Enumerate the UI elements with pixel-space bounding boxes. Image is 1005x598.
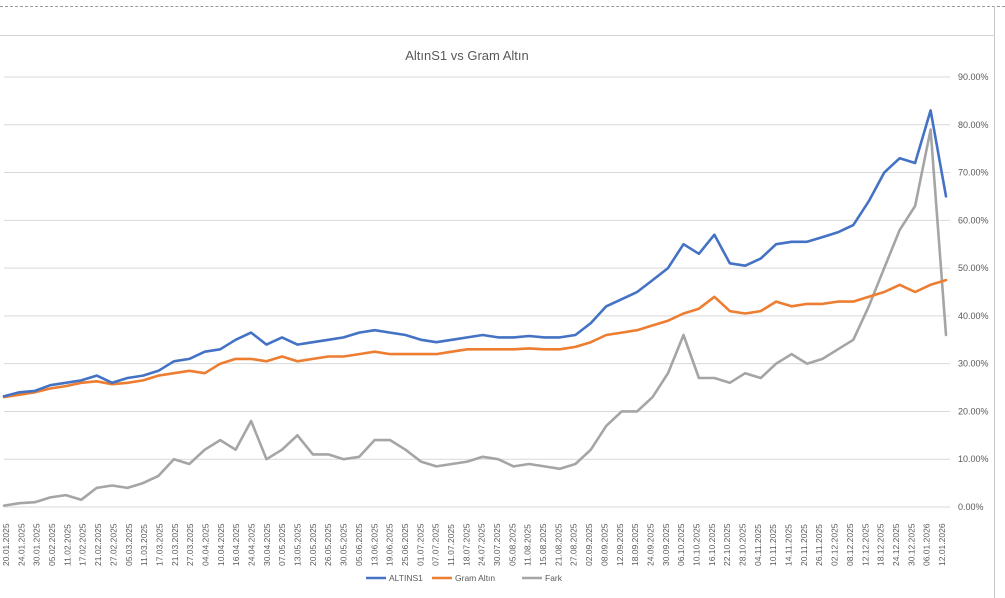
x-tick-label: 20.05.2025 bbox=[308, 523, 318, 566]
y-tick-label: 30.00% bbox=[958, 359, 989, 369]
x-tick-label: 25.06.2025 bbox=[400, 523, 410, 566]
chart-top-rule bbox=[0, 35, 994, 36]
x-tick-label: 04.11.2025 bbox=[753, 524, 763, 566]
x-tick-label: 19.06.2025 bbox=[385, 523, 395, 566]
series-line-gram-altın bbox=[2, 278, 948, 399]
x-tick-label: 11.07.2025 bbox=[446, 524, 456, 566]
x-tick-label: 04.04.2025 bbox=[200, 523, 210, 566]
legend-label: Gram Altın bbox=[455, 573, 495, 583]
x-tick-label: 12.01.2026 bbox=[937, 523, 947, 566]
x-tick-label: 30.09.2025 bbox=[661, 523, 671, 566]
x-tick-label: 08.12.2025 bbox=[845, 523, 855, 566]
x-tick-label: 16.10.2025 bbox=[707, 523, 717, 566]
x-tick-label: 10.04.2025 bbox=[216, 523, 226, 566]
y-tick-label: 50.00% bbox=[958, 263, 989, 273]
x-tick-label: 01.07.2025 bbox=[415, 523, 425, 566]
x-tick-label: 10.11.2025 bbox=[768, 524, 778, 566]
x-tick-label: 16.04.2025 bbox=[231, 523, 241, 566]
x-tick-label: 17.03.2025 bbox=[154, 523, 164, 566]
x-tick-label: 24.07.2025 bbox=[477, 523, 487, 566]
chart-title: AltınS1 vs Gram Altın bbox=[405, 48, 529, 63]
x-tick-label: 07.07.2025 bbox=[431, 523, 441, 566]
x-tick-label: 30.01.2025 bbox=[32, 523, 42, 566]
x-tick-label: 11.08.2025 bbox=[523, 524, 533, 566]
x-tick-label: 06.10.2025 bbox=[676, 523, 686, 566]
gridlines bbox=[4, 76, 950, 508]
x-tick-label: 05.03.2025 bbox=[124, 523, 134, 566]
y-tick-label: 10.00% bbox=[958, 454, 989, 464]
x-tick-label: 20.01.2025 bbox=[1, 523, 11, 566]
legend-label: ALTINS1 bbox=[389, 573, 423, 583]
series-line-fark bbox=[2, 128, 948, 507]
y-tick-label: 40.00% bbox=[958, 311, 989, 321]
legend: ALTINS1 Gram Altın Fark bbox=[366, 573, 563, 583]
x-tick-label: 05.02.2025 bbox=[47, 523, 57, 566]
right-border bbox=[994, 6, 995, 598]
x-tick-label: 06.01.2026 bbox=[922, 523, 932, 566]
y-tick-label: 80.00% bbox=[958, 120, 989, 130]
y-tick-label: 90.00% bbox=[958, 72, 989, 82]
x-tick-label: 07.05.2025 bbox=[277, 523, 287, 566]
x-tick-label: 13.06.2025 bbox=[369, 523, 379, 566]
x-tick-label: 08.09.2025 bbox=[599, 523, 609, 566]
x-tick-label: 11.02.2025 bbox=[62, 524, 72, 566]
x-tick-label: 21.08.2025 bbox=[553, 523, 563, 566]
x-tick-label: 02.09.2025 bbox=[584, 523, 594, 566]
top-border bbox=[0, 6, 1005, 7]
y-axis-tick-labels: 0.00% 10.00% 20.00% 30.00% 40.00% 50.00% 60.00… bbox=[958, 72, 989, 512]
x-tick-label: 21.03.2025 bbox=[170, 523, 180, 566]
x-tick-label: 14.11.2025 bbox=[784, 524, 794, 566]
x-tick-label: 12.09.2025 bbox=[615, 523, 625, 566]
x-tick-label: 18.12.2025 bbox=[876, 523, 886, 566]
x-tick-label: 11.03.2025 bbox=[139, 524, 149, 566]
x-tick-label: 24.04.2025 bbox=[247, 523, 257, 566]
x-tick-label: 05.08.2025 bbox=[507, 523, 517, 566]
x-tick-label: 12.12.2025 bbox=[860, 523, 870, 566]
x-tick-label: 20.11.2025 bbox=[799, 524, 809, 566]
y-tick-label: 20.00% bbox=[958, 406, 989, 416]
x-tick-label: 26.11.2025 bbox=[814, 524, 824, 566]
series-line-altins1 bbox=[2, 109, 948, 398]
x-tick-label: 24.12.2025 bbox=[891, 523, 901, 566]
x-tick-label: 18.09.2025 bbox=[630, 523, 640, 566]
legend-label: Fark bbox=[545, 573, 563, 583]
x-tick-label: 18.07.2025 bbox=[461, 523, 471, 566]
x-tick-label: 26.05.2025 bbox=[323, 523, 333, 566]
x-tick-label: 17.02.2025 bbox=[78, 523, 88, 566]
x-tick-label: 24.01.2025 bbox=[16, 523, 26, 566]
x-tick-label: 22.10.2025 bbox=[722, 523, 732, 566]
y-tick-label: 70.00% bbox=[958, 168, 989, 178]
x-tick-label: 27.02.2025 bbox=[108, 523, 118, 566]
x-tick-label: 30.12.2025 bbox=[906, 523, 916, 566]
x-tick-label: 24.09.2025 bbox=[645, 523, 655, 566]
y-tick-label: 60.00% bbox=[958, 215, 989, 225]
x-tick-label: 15.08.2025 bbox=[538, 523, 548, 566]
x-tick-label: 30.07.2025 bbox=[492, 523, 502, 566]
x-tick-label: 27.08.2025 bbox=[569, 523, 579, 566]
x-tick-label: 27.03.2025 bbox=[185, 523, 195, 566]
x-tick-label: 13.05.2025 bbox=[293, 523, 303, 566]
x-tick-label: 28.10.2025 bbox=[738, 523, 748, 566]
x-tick-label: 10.10.2025 bbox=[691, 523, 701, 566]
y-tick-label: 0.00% bbox=[958, 502, 984, 512]
x-tick-label: 02.12.2025 bbox=[830, 523, 840, 566]
x-axis-tick-labels: 20.01.2025 24.01.2025 30.01.2025 05.02.2025… bbox=[1, 523, 947, 566]
x-tick-label: 21.02.2025 bbox=[93, 523, 103, 566]
x-tick-label: 30.05.2025 bbox=[339, 523, 349, 566]
series-lines bbox=[2, 109, 948, 507]
x-tick-label: 05.06.2025 bbox=[354, 523, 364, 566]
x-tick-label: 30.04.2025 bbox=[262, 523, 272, 566]
